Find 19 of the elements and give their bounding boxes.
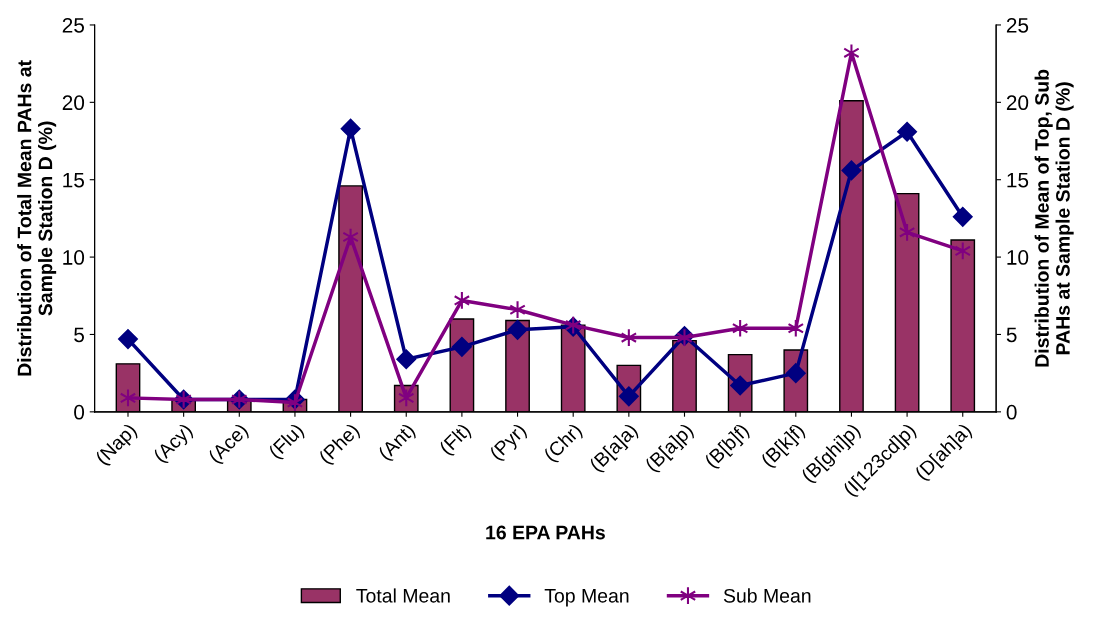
x-tick-label: (Flt) xyxy=(438,422,474,458)
y2-axis-title: Distribution of Mean of Top, Sub PAHs at Sample Station D (%) xyxy=(1034,69,1074,367)
y2-tick-label: 10 xyxy=(1007,250,1029,265)
y-tick-label: 0 xyxy=(74,404,85,420)
legend-label: Top Mean xyxy=(544,589,629,607)
y-tick-label: 10 xyxy=(63,250,85,265)
y2-tick-label: 20 xyxy=(1006,95,1029,111)
x-axis-title: 16 EPA PAHs xyxy=(486,525,605,540)
y2-tick-label: 0 xyxy=(1006,404,1017,420)
y2-tick-label: 5 xyxy=(1006,327,1017,343)
y-tick-label: 5 xyxy=(74,327,85,343)
legend-label: Sub Mean xyxy=(723,588,811,603)
y-tick-label: 25 xyxy=(62,17,85,33)
y-tick-label: 15 xyxy=(63,172,85,188)
legend-label: Total Mean xyxy=(356,588,450,603)
y-tick-label: 20 xyxy=(62,95,85,111)
y-axis-title: Distribution of Total Mean PAHs at Sample Station D (%) xyxy=(17,60,57,376)
y2-tick-label: 25 xyxy=(1006,17,1029,33)
y2-tick-label: 15 xyxy=(1007,172,1029,188)
